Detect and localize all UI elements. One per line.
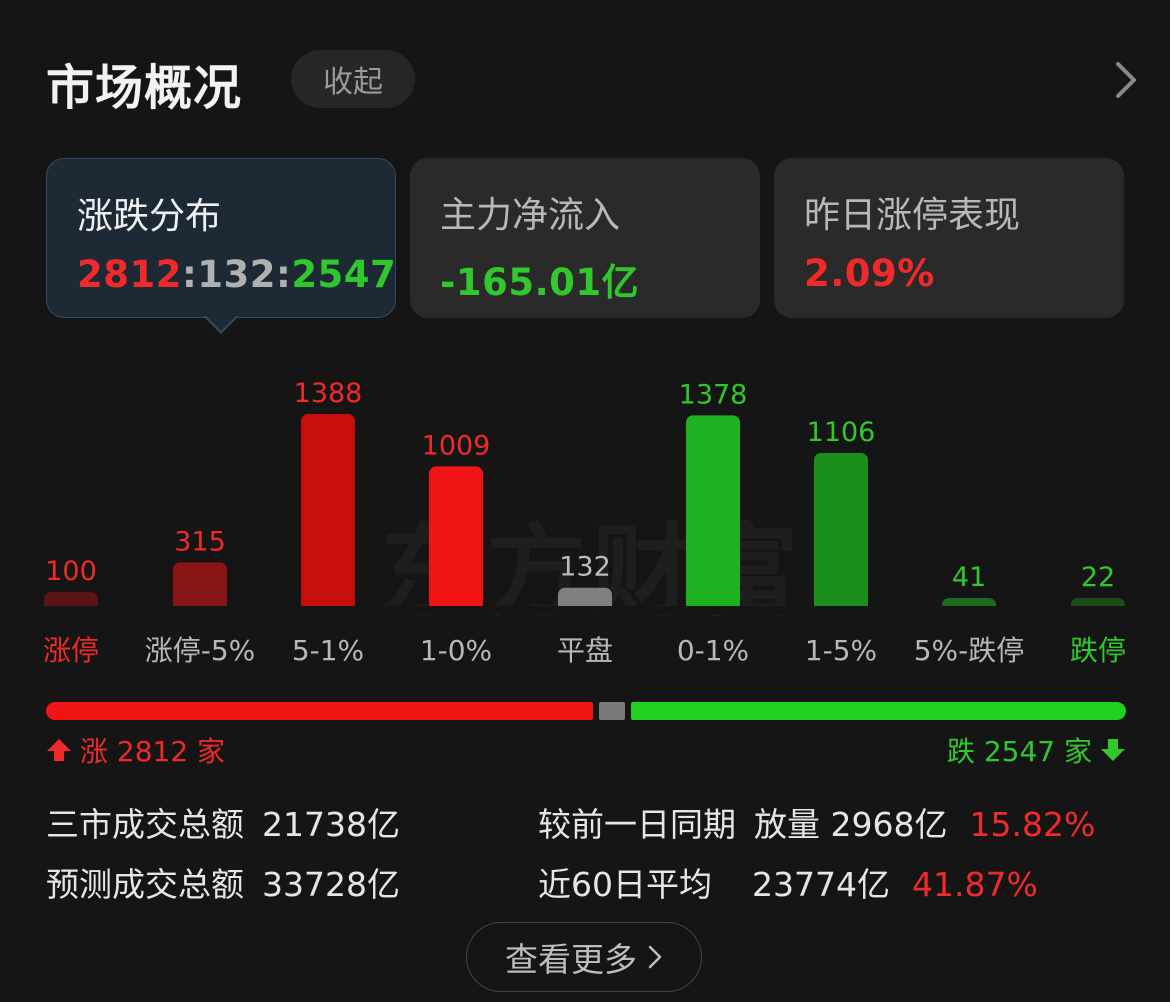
flat-value: 132 [197, 253, 277, 296]
split-flat-segment [598, 702, 625, 720]
bar-value-label: 22 [1081, 562, 1115, 593]
stat-label: 预测成交总额 [46, 865, 244, 904]
stat-value: 23774亿 [752, 865, 890, 904]
bar-value-label: 1378 [679, 379, 748, 410]
page-title: 市场概况 [46, 60, 243, 116]
chevron-right-icon[interactable] [1106, 58, 1146, 102]
down-value: 2547 [291, 253, 397, 296]
stat-percent: 41.87% [911, 865, 1038, 904]
bar-value-label: 315 [174, 526, 226, 557]
stat-forecast-turnover: 预测成交总额 33728亿 [46, 858, 400, 906]
view-more-label: 查看更多 [505, 940, 637, 979]
separator: : [181, 253, 198, 296]
bar-4 [558, 587, 612, 612]
bar-3 [429, 466, 483, 612]
bar-category-label: 0-1% [677, 634, 749, 667]
card-label: 主力净流入 [440, 195, 621, 236]
stat-60day-average: 近60日平均 23774亿 41.87% [538, 858, 1038, 906]
pointer-arrow-inner [205, 315, 237, 331]
stat-percent: 15.82% [969, 805, 1096, 844]
bar-value-label: 1009 [422, 430, 491, 461]
stat-label: 较前一日同期 [538, 805, 736, 844]
bar-value-label: 41 [952, 562, 986, 593]
stat-total-turnover: 三市成交总额 21738亿 [46, 798, 400, 846]
card-value: -165.01亿 [440, 261, 640, 304]
card-value: 2812:132:2547 [77, 253, 396, 296]
bar-value-label: 100 [45, 556, 97, 587]
bar-baseline-mask [0, 606, 1170, 614]
stat-value: 放量 2968亿 [754, 805, 948, 844]
collapse-button[interactable]: 收起 [291, 50, 415, 108]
bar-5 [686, 415, 740, 612]
card-label: 昨日涨停表现 [804, 195, 1021, 236]
card-distribution[interactable]: 涨跌分布 2812:132:2547 [46, 158, 396, 318]
bar-category-label: 涨停 [43, 634, 99, 667]
stat-vs-previous-day: 较前一日同期 放量 2968亿 15.82% [538, 798, 1095, 846]
bar-category-label: 5%-跌停 [914, 634, 1025, 667]
stat-value: 21738亿 [262, 805, 400, 844]
arrow-up-icon [47, 739, 71, 761]
up-count: 涨 2812 家 [46, 730, 225, 770]
bar-1 [173, 562, 227, 612]
bar-category-label: 涨停-5% [145, 634, 256, 667]
bar-value-label: 132 [559, 552, 611, 583]
bar-category-label: 1-0% [420, 634, 492, 667]
split-down-segment [630, 702, 1126, 720]
bar-category-label: 1-5% [805, 634, 877, 667]
card-main-inflow[interactable]: 主力净流入 -165.01亿 [410, 158, 760, 318]
stat-value: 33728亿 [262, 865, 400, 904]
view-more-button[interactable]: 查看更多 [466, 922, 702, 992]
card-limit-up-performance[interactable]: 昨日涨停表现 2.09% [774, 158, 1124, 318]
bar-category-label: 5-1% [292, 634, 364, 667]
distribution-chart: 100 涨停 315 涨停-5% 1388 5-1% 1009 1-0% 132 平盘 1378 0-… [0, 378, 1170, 667]
separator: : [276, 253, 292, 296]
stat-label: 三市成交总额 [46, 805, 244, 844]
bar-2 [301, 414, 355, 612]
bar-category-label: 平盘 [557, 634, 613, 667]
down-count-label: 跌 2547 家 [946, 735, 1092, 768]
bar-6 [814, 453, 868, 612]
bar-value-label: 1388 [294, 378, 363, 409]
arrow-down-icon [1101, 739, 1125, 761]
card-value: 2.09% [804, 252, 935, 295]
up-value: 2812 [77, 253, 182, 296]
bar-value-label: 1106 [807, 417, 876, 448]
split-up-segment [46, 702, 593, 720]
up-count-label: 涨 2812 家 [80, 735, 226, 768]
down-count: 跌 2547 家 [947, 730, 1126, 770]
chevron-right-icon [648, 945, 662, 969]
card-label: 涨跌分布 [77, 196, 222, 237]
split-bar [46, 702, 1126, 720]
bar-category-label: 跌停 [1070, 634, 1126, 667]
stat-label: 近60日平均 [538, 865, 712, 904]
